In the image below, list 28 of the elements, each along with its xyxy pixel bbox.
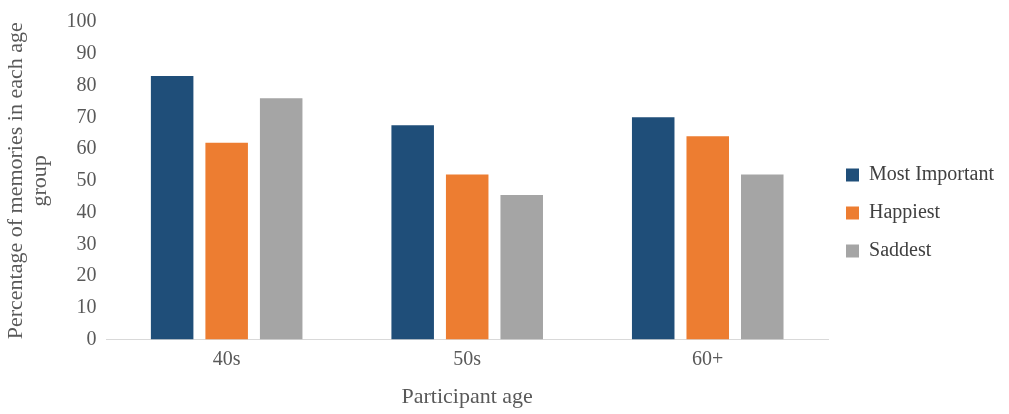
y-axis-title: Percentage of memories in each age group bbox=[1, 22, 52, 340]
bar bbox=[391, 125, 434, 340]
x-axis-title: Participant age bbox=[401, 382, 533, 408]
y-tick-label: 50 bbox=[76, 168, 97, 191]
legend-label: Happiest bbox=[869, 200, 941, 224]
bar bbox=[445, 174, 489, 340]
bar bbox=[150, 75, 194, 340]
y-tick-label: 30 bbox=[76, 231, 97, 254]
bar bbox=[500, 195, 543, 340]
y-tick-label: 20 bbox=[76, 263, 97, 286]
bar bbox=[686, 136, 730, 340]
bar bbox=[259, 98, 303, 340]
legend-label: Saddest bbox=[869, 238, 932, 261]
x-tick-label: 60+ bbox=[692, 346, 724, 369]
y-tick-label: 80 bbox=[76, 72, 97, 95]
bar bbox=[631, 117, 675, 340]
y-tick-label: 40 bbox=[76, 199, 97, 222]
y-tick-label: 90 bbox=[76, 41, 97, 64]
y-tick-label: 100 bbox=[66, 9, 97, 32]
y-tick-label: 70 bbox=[76, 104, 97, 127]
legend-label: Most Important bbox=[869, 162, 995, 186]
y-tick-label: 0 bbox=[86, 326, 97, 349]
y-tick-label: 10 bbox=[76, 295, 97, 318]
x-tick-label: 40s bbox=[212, 346, 241, 369]
y-tick-label: 60 bbox=[76, 136, 97, 159]
x-tick-label: 50s bbox=[453, 346, 482, 369]
bar bbox=[205, 142, 248, 340]
bar bbox=[741, 174, 784, 340]
